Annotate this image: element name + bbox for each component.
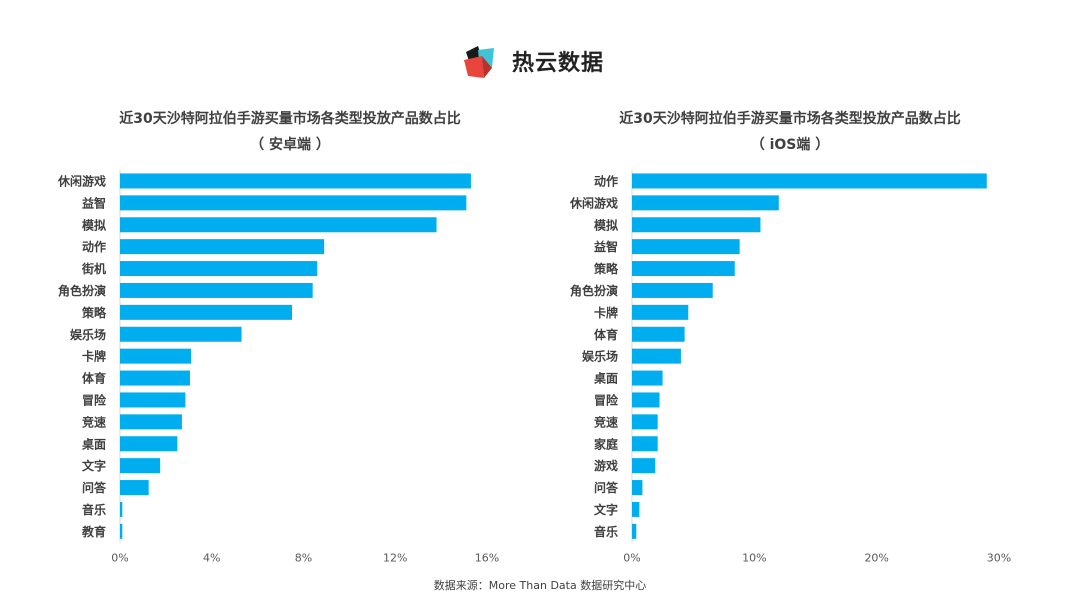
category-label-android-8: 卡牌 [82,349,106,364]
bar-android-12 [120,436,178,452]
x-tick-label-android-0: 0% [111,551,128,564]
category-label-ios-4: 策略 [594,261,619,276]
chart-title-android: 近30天沙特阿拉伯手游买量市场各类型投放产品数占比 （ 安卓端 ） [40,106,540,158]
bar-ios-5 [632,282,713,298]
data-source-note: 数据来源：More Than Data 数据研究中心 [433,579,647,592]
chart-title-ios-sub: （ iOS端 ） [750,137,830,153]
x-tick-label-ios-2: 20% [864,551,888,564]
bar-ios-3 [632,239,740,255]
category-label-ios-16: 音乐 [594,524,618,539]
x-tick-label-android-3: 12% [383,551,407,564]
category-label-ios-3: 益智 [594,239,618,254]
category-label-ios-7: 体育 [594,327,618,342]
reyun-logo-icon [464,46,494,78]
bar-android-13 [120,458,161,474]
chart-title-android-main: 近30天沙特阿拉伯手游买量市场各类型投放产品数占比 [119,111,461,127]
x-tick-label-ios-0: 0% [623,551,640,564]
chart-title-android-sub: （ 安卓端 ） [250,137,330,153]
category-label-android-10: 冒险 [82,392,107,407]
category-label-android-7: 娱乐场 [70,327,106,342]
category-label-ios-1: 休闲游戏 [569,195,618,210]
bar-ios-8 [632,348,681,364]
bar-ios-10 [632,392,660,408]
category-label-ios-13: 游戏 [594,458,618,473]
category-label-android-3: 动作 [82,239,106,254]
bar-ios-2 [632,217,761,233]
category-label-android-1: 益智 [82,195,106,210]
category-label-ios-8: 娱乐场 [582,349,618,364]
category-label-ios-11: 竞速 [594,414,618,429]
category-label-android-16: 教育 [81,524,106,539]
category-label-ios-2: 模拟 [594,217,618,232]
category-label-ios-10: 冒险 [594,392,619,407]
bar-android-11 [120,414,182,430]
category-label-ios-9: 桌面 [593,371,618,386]
bar-ios-16 [632,523,637,539]
category-label-android-11: 竞速 [82,414,106,429]
category-label-ios-12: 家庭 [594,436,618,451]
bar-android-0 [120,173,471,189]
bar-android-3 [120,239,325,255]
bar-android-8 [120,348,192,364]
bar-ios-15 [632,501,640,517]
category-label-ios-15: 文字 [594,502,618,517]
x-tick-label-android-4: 16% [475,551,499,564]
chart-title-ios-main: 近30天沙特阿拉伯手游买量市场各类型投放产品数占比 [619,111,961,127]
brand-logo: 热云数据 [458,38,623,84]
bar-ios-1 [632,195,779,211]
category-label-android-2: 模拟 [82,217,106,232]
bar-android-16 [120,523,123,539]
category-label-android-14: 问答 [82,480,107,495]
chart-title-ios: 近30天沙特阿拉伯手游买量市场各类型投放产品数占比 （ iOS端 ） [540,106,1040,158]
bar-ios-9 [632,370,663,386]
bar-android-4 [120,261,318,277]
x-tick-label-android-2: 8% [295,551,312,564]
bar-android-1 [120,195,467,211]
category-label-android-15: 音乐 [82,502,106,517]
category-label-android-5: 角色扮演 [58,283,106,298]
category-label-android-6: 策略 [82,305,107,320]
category-label-android-9: 体育 [82,371,106,386]
bar-ios-13 [632,458,656,474]
bar-ios-4 [632,261,735,277]
category-label-ios-6: 卡牌 [594,305,618,320]
category-label-ios-0: 动作 [594,173,618,188]
bar-android-9 [120,370,190,386]
bar-android-6 [120,304,293,320]
x-tick-label-android-1: 4% [203,551,220,564]
category-label-android-0: 休闲游戏 [57,173,106,188]
bar-android-10 [120,392,186,408]
category-label-ios-5: 角色扮演 [570,283,618,298]
bar-android-5 [120,282,313,298]
logo-text: 热云数据 [512,51,605,76]
bar-ios-7 [632,326,685,342]
bar-android-15 [120,501,123,517]
bar-ios-11 [632,414,658,430]
x-tick-label-ios-3: 30% [987,551,1011,564]
category-label-android-13: 文字 [82,458,106,473]
category-label-android-4: 街机 [81,261,106,276]
bar-android-14 [120,480,149,496]
category-label-android-12: 桌面 [81,436,106,451]
bar-android-2 [120,217,437,233]
bar-ios-12 [632,436,658,452]
bar-ios-14 [632,480,643,496]
bar-ios-6 [632,304,689,320]
bar-ios-0 [632,173,987,189]
x-tick-label-ios-1: 10% [742,551,766,564]
category-label-ios-14: 问答 [594,480,619,495]
bar-android-7 [120,326,242,342]
